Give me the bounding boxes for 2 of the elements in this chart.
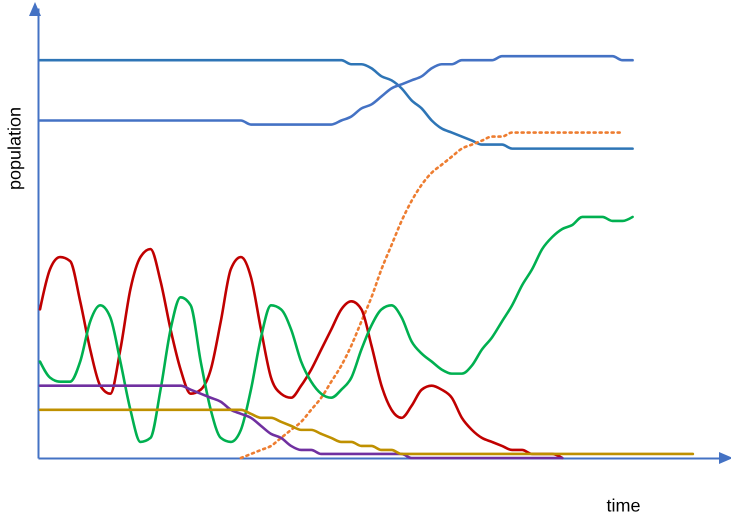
x-axis-title: time — [606, 496, 640, 516]
y-axis-title: population — [4, 106, 24, 190]
